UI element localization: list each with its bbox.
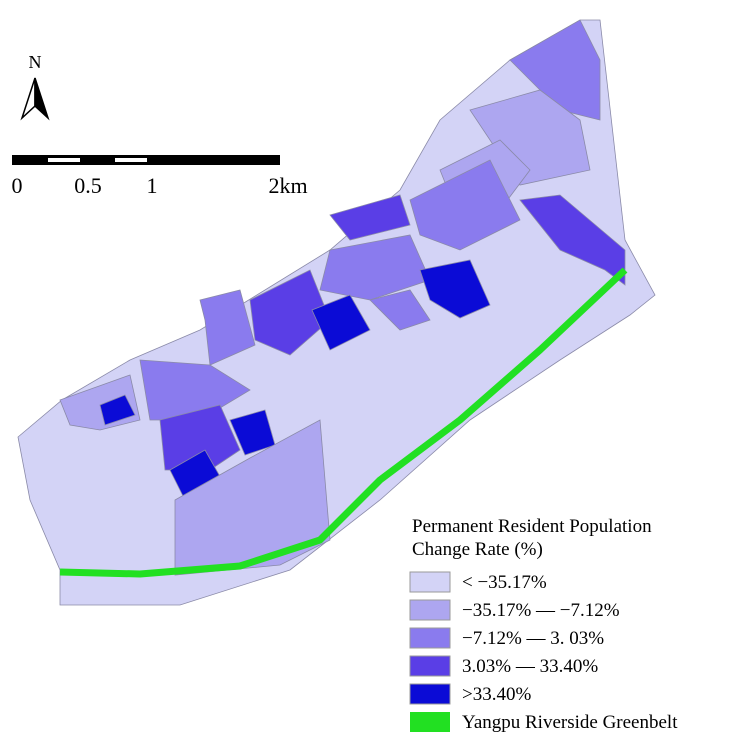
subdistrict <box>519 194 626 286</box>
legend-swatch <box>409 627 451 649</box>
subdistrict <box>174 419 331 576</box>
subdistrict <box>409 159 521 251</box>
subdistrict <box>99 394 136 426</box>
scale-label: 0 <box>12 173 23 198</box>
scale-label: 1 <box>147 173 158 198</box>
legend-label: 3.03% — 33.40% <box>462 656 598 677</box>
subdistrict <box>319 234 431 301</box>
legend-swatch <box>410 712 450 732</box>
subdistrict <box>199 289 256 366</box>
scale-bar-segment <box>48 158 80 162</box>
subdistrict <box>159 404 241 471</box>
north-label: N <box>29 52 42 72</box>
legend-label: Yangpu Riverside Greenbelt <box>462 712 678 733</box>
subdistrict <box>329 194 411 241</box>
north-arrow-left <box>20 77 36 121</box>
subdistrict <box>311 294 371 351</box>
legend-title: Change Rate (%) <box>412 539 543 560</box>
district-map <box>17 19 656 606</box>
scale-label: 0.5 <box>74 173 102 198</box>
legend-label: < −35.17% <box>462 572 547 593</box>
legend-title: Permanent Resident Population <box>412 516 652 537</box>
subdistrict <box>369 289 431 331</box>
north-arrow: N <box>20 52 50 121</box>
legend-swatch <box>409 599 451 621</box>
north-arrow-right <box>34 77 50 121</box>
legend: Permanent Resident Population Change Rat… <box>409 516 678 733</box>
legend-label: >33.40% <box>462 684 531 705</box>
scale-bar: 0 0.5 1 2km <box>12 155 308 198</box>
subdistrict <box>419 259 491 319</box>
legend-label: −7.12% — 3. 03% <box>462 628 604 649</box>
legend-swatch <box>409 683 451 705</box>
legend-label: −35.17% — −7.12% <box>462 600 620 621</box>
scale-bar-segment <box>115 158 147 162</box>
legend-swatch <box>409 655 451 677</box>
subdistrict <box>249 269 331 356</box>
legend-swatch <box>409 571 451 593</box>
subdistrict <box>139 359 251 421</box>
greenbelt <box>59 267 628 578</box>
scale-label: 2km <box>268 173 307 198</box>
